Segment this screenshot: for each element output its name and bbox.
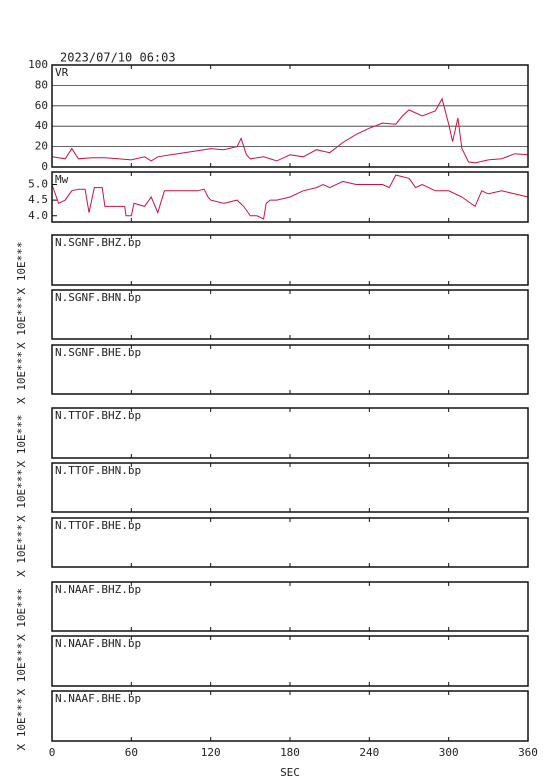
y-tick-label: 4.5 bbox=[28, 193, 48, 206]
trace-unit: X 10E*** bbox=[15, 698, 28, 751]
trace-unit: X 10E*** bbox=[15, 242, 28, 295]
trace-unit: X 10E*** bbox=[15, 643, 28, 696]
y-tick-label: 5.0 bbox=[28, 178, 48, 191]
trace-frame bbox=[51, 517, 529, 568]
trace-frame bbox=[51, 690, 529, 742]
y-tick-label: 40 bbox=[35, 119, 48, 132]
x-axis-label: SEC bbox=[280, 766, 300, 779]
trace-frame bbox=[51, 289, 529, 340]
data-line bbox=[51, 174, 529, 220]
trace-frame bbox=[51, 635, 529, 687]
trace-label: N.TTOF.BHE.bp bbox=[55, 519, 141, 532]
x-tick-label: 300 bbox=[439, 746, 459, 759]
trace-unit: X 10E*** bbox=[15, 351, 28, 404]
trace-label: N.SGNF.BHZ.bp bbox=[55, 236, 141, 249]
x-tick-label: 60 bbox=[125, 746, 138, 759]
y-tick-label: 4.0 bbox=[28, 209, 48, 222]
panel-label: VR bbox=[55, 66, 69, 79]
y-tick-label: 0 bbox=[41, 160, 48, 173]
y-tick-label: 20 bbox=[35, 140, 48, 153]
panel-frame bbox=[51, 171, 529, 223]
trace-label: N.TTOF.BHZ.bp bbox=[55, 409, 141, 422]
trace-unit: X 10E*** bbox=[15, 415, 28, 468]
trace-label: N.NAAF.BHZ.bp bbox=[55, 583, 141, 596]
trace-unit: X 10E*** bbox=[15, 296, 28, 349]
trace-frame bbox=[51, 581, 529, 632]
trace-label: N.NAAF.BHE.bp bbox=[55, 692, 141, 705]
trace-label: N.SGNF.BHE.bp bbox=[55, 346, 141, 359]
panel-label: Mw bbox=[55, 173, 69, 186]
x-tick-label: 240 bbox=[359, 746, 379, 759]
trace-unit: X 10E*** bbox=[15, 524, 28, 577]
trace-label: N.TTOF.BHN.bp bbox=[55, 464, 141, 477]
trace-frame bbox=[51, 234, 529, 286]
trace-frame bbox=[51, 344, 529, 395]
x-tick-label: 360 bbox=[518, 746, 538, 759]
trace-label: N.NAAF.BHN.bp bbox=[55, 637, 141, 650]
trace-unit: X 10E*** bbox=[15, 588, 28, 641]
panel-frame bbox=[51, 64, 529, 168]
y-tick-label: 80 bbox=[35, 78, 48, 91]
trace-unit: X 10E*** bbox=[15, 469, 28, 522]
y-tick-label: 100 bbox=[28, 58, 48, 71]
x-tick-label: 180 bbox=[280, 746, 300, 759]
y-tick-label: 60 bbox=[35, 99, 48, 112]
x-tick-label: 120 bbox=[201, 746, 221, 759]
data-line bbox=[51, 97, 529, 164]
x-tick-label: 0 bbox=[49, 746, 56, 759]
chart-title: 2023/07/10 06:03 bbox=[60, 51, 176, 65]
trace-label: N.SGNF.BHN.bp bbox=[55, 291, 141, 304]
trace-frame bbox=[51, 462, 529, 513]
trace-frame bbox=[51, 407, 529, 459]
